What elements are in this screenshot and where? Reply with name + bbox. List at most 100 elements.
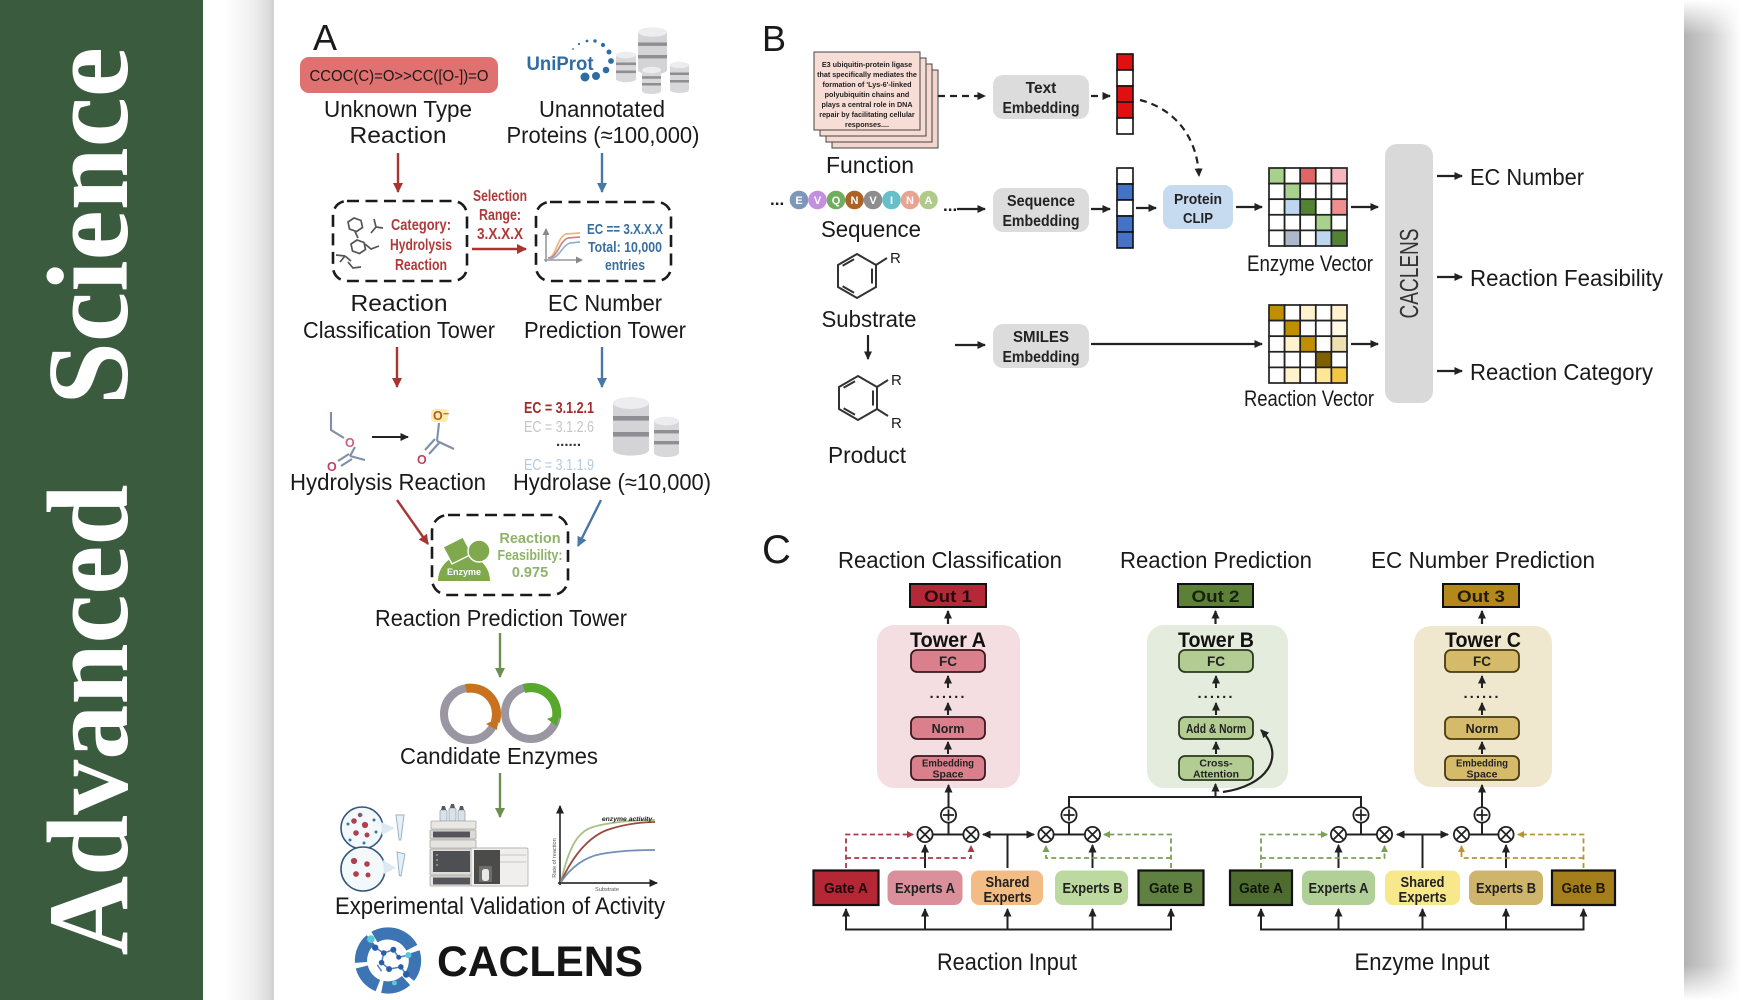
svg-text:3.X.X.X: 3.X.X.X bbox=[477, 226, 524, 243]
svg-text:Hydrolysis Reaction: Hydrolysis Reaction bbox=[290, 469, 486, 495]
svg-text:Experts B: Experts B bbox=[1063, 881, 1123, 897]
svg-text:Range:: Range: bbox=[479, 207, 521, 224]
svg-text:Experts A: Experts A bbox=[1309, 881, 1369, 897]
svg-text:Proteins (≈100,000): Proteins (≈100,000) bbox=[507, 122, 700, 148]
svg-text:Embedding: Embedding bbox=[922, 758, 974, 770]
svg-text:Classification Tower: Classification Tower bbox=[303, 317, 495, 343]
svg-text:A: A bbox=[313, 17, 337, 58]
svg-text:Norm: Norm bbox=[932, 722, 965, 736]
svg-text:Embedding: Embedding bbox=[1003, 213, 1080, 230]
svg-text:Experts: Experts bbox=[984, 890, 1032, 906]
svg-text:Embedding: Embedding bbox=[1003, 100, 1080, 117]
svg-text:Shared: Shared bbox=[986, 875, 1030, 891]
svg-text:Reaction Prediction Tower: Reaction Prediction Tower bbox=[375, 605, 627, 631]
svg-text:EC Number Prediction: EC Number Prediction bbox=[1371, 547, 1595, 573]
svg-text:Reaction: Reaction bbox=[395, 257, 447, 274]
svg-text:...: ... bbox=[770, 190, 784, 209]
svg-text:CACLENS: CACLENS bbox=[437, 938, 643, 986]
svg-text:O: O bbox=[327, 460, 337, 474]
svg-text:N: N bbox=[906, 195, 914, 207]
svg-text:Unannotated: Unannotated bbox=[539, 96, 665, 122]
svg-text:Reaction Vector: Reaction Vector bbox=[1244, 386, 1374, 411]
svg-text:O: O bbox=[417, 453, 427, 467]
svg-text:Candidate Enzymes: Candidate Enzymes bbox=[400, 743, 598, 769]
svg-text:Tower C: Tower C bbox=[1445, 629, 1521, 652]
svg-text:Rate of reaction: Rate of reaction bbox=[552, 838, 558, 878]
svg-text:......: ...... bbox=[1197, 685, 1234, 702]
svg-text:EC Number: EC Number bbox=[1470, 164, 1584, 190]
svg-text:Out 2: Out 2 bbox=[1192, 587, 1240, 606]
svg-text:Unknown Type: Unknown Type bbox=[324, 96, 472, 122]
svg-text:entries: entries bbox=[605, 257, 645, 274]
svg-text:O⁻: O⁻ bbox=[433, 409, 450, 423]
svg-text:Reaction Classification: Reaction Classification bbox=[838, 547, 1062, 573]
svg-text:V: V bbox=[814, 195, 822, 207]
svg-text:Experts B: Experts B bbox=[1476, 881, 1536, 897]
svg-text:Enzyme: Enzyme bbox=[447, 567, 481, 577]
svg-text:EC == 3.X.X.X: EC == 3.X.X.X bbox=[587, 221, 663, 238]
svg-text:Protein: Protein bbox=[1174, 192, 1222, 208]
svg-text:...: ... bbox=[943, 196, 957, 215]
svg-text:Reaction: Reaction bbox=[351, 290, 448, 316]
svg-text:Attention: Attention bbox=[1193, 769, 1239, 781]
svg-text:Cross-: Cross- bbox=[1199, 758, 1233, 770]
svg-text:enzyme activity: enzyme activity bbox=[602, 816, 653, 823]
svg-text:Tower B: Tower B bbox=[1178, 629, 1254, 652]
svg-text:UniProt: UniProt bbox=[527, 54, 595, 75]
svg-text:EC = 3.1.2.6: EC = 3.1.2.6 bbox=[524, 419, 594, 436]
svg-text:Space: Space bbox=[1467, 769, 1498, 781]
svg-text:Reaction: Reaction bbox=[350, 122, 447, 148]
svg-text:EC Number: EC Number bbox=[548, 290, 662, 316]
svg-text:0.975: 0.975 bbox=[512, 565, 548, 581]
svg-text:......: ...... bbox=[556, 433, 581, 450]
svg-text:Out 1: Out 1 bbox=[924, 587, 972, 606]
svg-text:Reaction Prediction: Reaction Prediction bbox=[1120, 547, 1312, 573]
svg-text:R: R bbox=[891, 415, 902, 432]
svg-text:V: V bbox=[869, 195, 877, 207]
svg-text:Reaction Input: Reaction Input bbox=[937, 949, 1077, 976]
svg-text:SMILES: SMILES bbox=[1013, 329, 1069, 346]
svg-text:that specifically mediates the: that specifically mediates the bbox=[817, 70, 917, 79]
svg-text:Category:: Category: bbox=[391, 217, 451, 234]
svg-text:N: N bbox=[851, 195, 859, 207]
svg-text:FC: FC bbox=[1207, 654, 1225, 669]
svg-text:Reaction Category: Reaction Category bbox=[1470, 359, 1653, 385]
svg-text:Hydrolase (≈10,000): Hydrolase (≈10,000) bbox=[513, 469, 711, 495]
svg-text:Product: Product bbox=[828, 442, 907, 468]
svg-text:A: A bbox=[925, 195, 933, 207]
svg-text:E: E bbox=[795, 195, 802, 207]
svg-text:Experts A: Experts A bbox=[895, 881, 955, 897]
svg-text:FC: FC bbox=[939, 654, 957, 669]
svg-text:R: R bbox=[890, 250, 901, 267]
svg-text:C: C bbox=[762, 528, 791, 572]
svg-text:Gate A: Gate A bbox=[824, 881, 868, 897]
svg-text:E3 ubiquitin-protein ligase: E3 ubiquitin-protein ligase bbox=[822, 60, 912, 69]
svg-text:R: R bbox=[891, 372, 902, 389]
svg-text:Enzyme Input: Enzyme Input bbox=[1355, 949, 1490, 976]
svg-text:Embedding: Embedding bbox=[1456, 758, 1508, 770]
svg-text:CCOC(C)=O>>CC([O-])=O: CCOC(C)=O>>CC([O-])=O bbox=[310, 68, 489, 85]
svg-text:B: B bbox=[762, 18, 786, 59]
svg-text:polyubiquitin chains and: polyubiquitin chains and bbox=[825, 90, 910, 99]
svg-text:FC: FC bbox=[1473, 654, 1491, 669]
svg-text:Feasibility:: Feasibility: bbox=[498, 548, 563, 564]
svg-text:Sequence: Sequence bbox=[1007, 193, 1075, 210]
svg-text:Text: Text bbox=[1026, 80, 1057, 97]
svg-text:Function: Function bbox=[826, 152, 914, 178]
svg-text:CACLENS: CACLENS bbox=[1394, 229, 1424, 319]
svg-text:Tower A: Tower A bbox=[910, 629, 986, 652]
svg-text:formation of 'Lys-6'-linked: formation of 'Lys-6'-linked bbox=[822, 80, 911, 89]
svg-text:......: ...... bbox=[1463, 685, 1500, 702]
svg-text:Gate B: Gate B bbox=[1149, 881, 1193, 897]
svg-text:plays a central role in DNA: plays a central role in DNA bbox=[821, 100, 912, 109]
svg-text:Embedding: Embedding bbox=[1003, 349, 1080, 366]
svg-text:Substrate: Substrate bbox=[822, 306, 917, 332]
svg-text:Experimental Validation of Act: Experimental Validation of Activity bbox=[335, 893, 665, 920]
svg-text:Advanced: Advanced bbox=[25, 485, 153, 956]
svg-text:Enzyme Vector: Enzyme Vector bbox=[1247, 251, 1373, 276]
svg-text:Gate B: Gate B bbox=[1562, 881, 1606, 897]
svg-text:Sequence: Sequence bbox=[821, 216, 921, 242]
svg-text:Reaction Feasibility: Reaction Feasibility bbox=[1470, 265, 1663, 291]
svg-text:Space: Space bbox=[933, 769, 964, 781]
svg-text:Prediction Tower: Prediction Tower bbox=[524, 317, 686, 343]
